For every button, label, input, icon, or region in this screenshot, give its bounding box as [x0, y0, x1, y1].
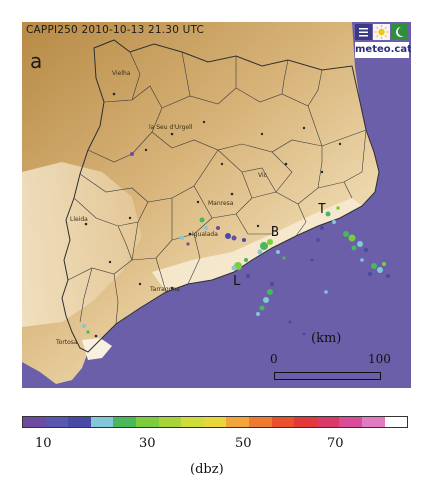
city-label: Manresa — [208, 200, 234, 207]
map-header: CAPPI250 2010-10-13 21.30 UTC — [26, 24, 205, 36]
colorbar-swatch — [158, 417, 182, 427]
city-label: Vielha — [112, 70, 131, 77]
west-plains — [22, 162, 142, 327]
colorbar-swatch — [135, 417, 159, 427]
scale-start-label: 0 — [270, 352, 278, 366]
colorbar-swatch — [248, 417, 272, 427]
colorbar-unit: (dbz) — [190, 462, 224, 477]
colorbar-swatch — [226, 417, 249, 427]
colorbar-tick: 30 — [139, 436, 156, 451]
ebro-delta — [82, 338, 112, 360]
colorbar-tick: 10 — [35, 436, 52, 451]
colorbar-swatch — [384, 417, 408, 427]
radar-echoes — [82, 152, 390, 336]
menu-icon — [355, 24, 372, 40]
colorbar-swatch — [113, 417, 136, 427]
moon-icon — [391, 24, 408, 40]
colorbar-swatch — [316, 417, 340, 427]
colorbar-swatch — [181, 417, 204, 427]
region-border — [61, 39, 380, 353]
reflectivity-colorbar — [22, 416, 408, 428]
colorbar-swatch — [271, 417, 295, 427]
city-label: Igualada — [192, 231, 218, 238]
city-label: Tarragona — [150, 286, 180, 293]
coastal-strip — [152, 198, 362, 292]
colorbar-swatch — [339, 417, 362, 427]
map-canvas — [22, 22, 390, 384]
city-label: Vic — [258, 172, 267, 179]
site-label-t: T — [318, 202, 326, 217]
colorbar-swatch — [90, 417, 114, 427]
colorbar-swatch — [23, 417, 46, 427]
meteocat-logo: meteo.cat — [355, 24, 411, 62]
scale-end-label: 100 — [368, 352, 391, 366]
scale-unit-label: (km) — [311, 331, 342, 346]
colorbar-swatch — [45, 417, 69, 427]
colorbar-swatch — [68, 417, 91, 427]
panel-letter: a — [30, 49, 43, 73]
city-label: Lleida — [70, 216, 88, 223]
city-markers — [84, 92, 342, 338]
colorbar-tick: 50 — [235, 436, 252, 451]
scale-bar — [274, 372, 381, 380]
colorbar-swatch — [294, 417, 317, 427]
colorbar-swatch — [361, 417, 385, 427]
colorbar-tick: 70 — [327, 436, 344, 451]
radar-map: CAPPI250 2010-10-13 21.30 UTC a meteo.ca… — [22, 22, 411, 388]
site-label-l: L — [233, 274, 241, 289]
city-label: Tortosa — [56, 339, 78, 346]
city-label: la Seu d'Urgell — [149, 124, 193, 131]
logo-wordmark: meteo.cat — [355, 42, 411, 58]
colorbar-swatch — [203, 417, 227, 427]
site-label-b: B — [271, 225, 279, 240]
sun-icon — [373, 24, 390, 40]
land-area — [22, 22, 379, 384]
